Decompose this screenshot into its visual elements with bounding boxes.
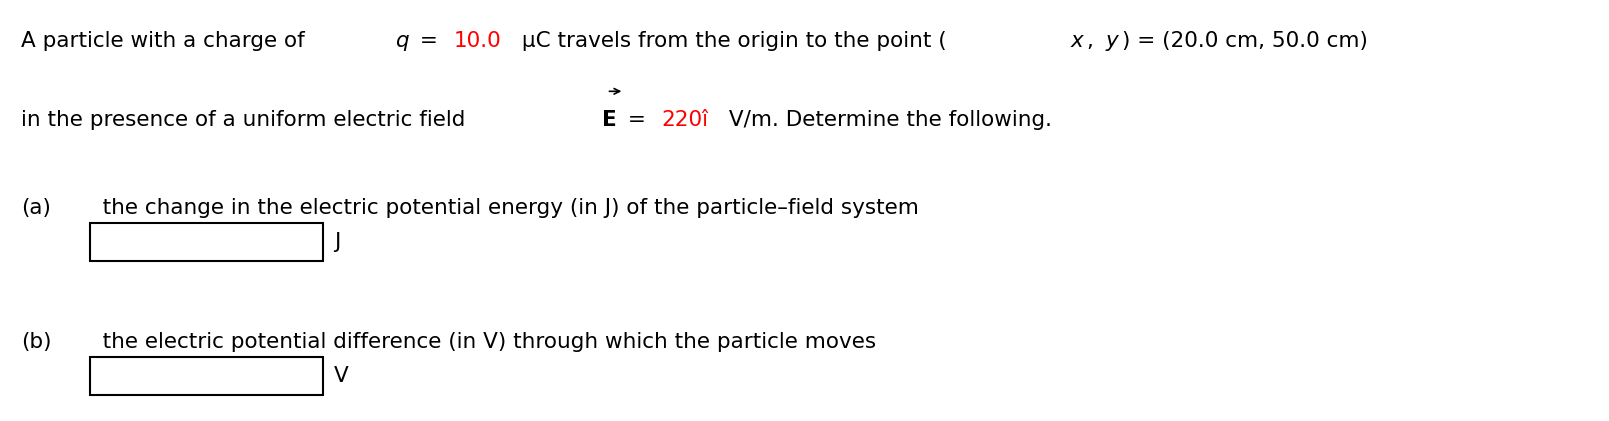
Text: E: E	[602, 110, 616, 130]
Text: the electric potential difference (in V) through which the particle moves: the electric potential difference (in V)…	[82, 332, 875, 352]
FancyBboxPatch shape	[90, 357, 323, 394]
Text: μC travels from the origin to the point (: μC travels from the origin to the point …	[515, 31, 946, 51]
Text: (a): (a)	[21, 198, 50, 218]
Text: V: V	[335, 366, 349, 386]
Text: 10.0: 10.0	[454, 31, 502, 51]
Text: (b): (b)	[21, 332, 51, 352]
Text: V/m. Determine the following.: V/m. Determine the following.	[722, 110, 1052, 130]
Text: q: q	[396, 31, 409, 51]
FancyBboxPatch shape	[90, 223, 323, 261]
Text: ,: ,	[1088, 31, 1101, 51]
Text: 220î: 220î	[661, 110, 710, 130]
Text: the change in the electric potential energy (in J) of the particle–field system: the change in the electric potential ene…	[82, 198, 919, 218]
Text: =: =	[621, 110, 653, 130]
Text: x: x	[1072, 31, 1084, 51]
Text: =: =	[412, 31, 444, 51]
Text: in the presence of a uniform electric field: in the presence of a uniform electric fi…	[21, 110, 471, 130]
Text: J: J	[335, 232, 339, 252]
Text: ) = (20.0 cm, 50.0 cm): ) = (20.0 cm, 50.0 cm)	[1121, 31, 1368, 51]
Text: y: y	[1105, 31, 1118, 51]
Text: A particle with a charge of: A particle with a charge of	[21, 31, 311, 51]
